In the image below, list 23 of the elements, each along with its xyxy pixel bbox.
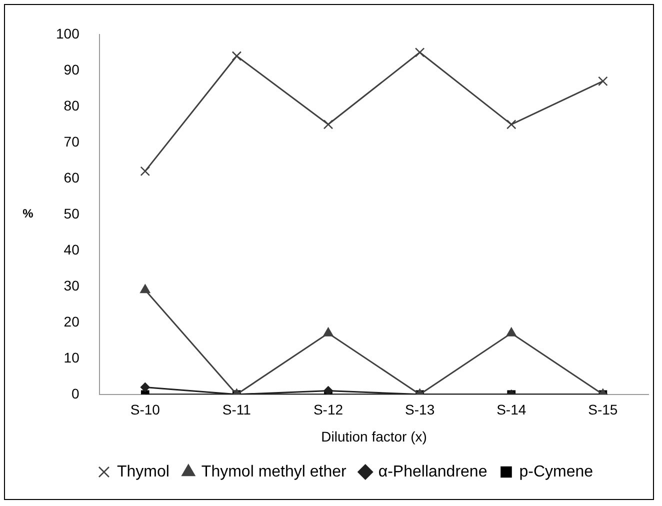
y-tick-label: 50 [64,205,80,222]
y-tick-label: 40 [64,241,80,258]
y-axis-title: % [22,206,34,221]
y-tick-label: 0 [72,385,80,402]
y-tick-label: 80 [64,97,80,114]
y-tick-label: 60 [64,169,80,186]
x-tick-label: S-14 [496,402,526,418]
x-tick-label: S-10 [130,402,160,418]
x-tick-label: S-15 [588,402,618,418]
y-tick-label: 30 [64,277,80,294]
x-tick-label: S-12 [313,402,344,418]
y-tick-label: 20 [64,313,80,330]
y-tick-label: 90 [64,61,80,78]
x-tick-label: S-11 [222,402,252,418]
legend-label: Thymol [116,463,170,480]
y-tick-label: 100 [56,25,80,42]
y-tick-label: 10 [64,349,80,366]
legend-label: α-Phellandrene [378,463,488,480]
x-tick-label: S-13 [405,402,435,418]
legend-label: p-Cymene [519,463,594,480]
legend-label: Thymol methyl ether [201,463,348,480]
x-axis-title: Dilution factor (x) [321,428,427,444]
y-tick-label: 70 [64,133,80,150]
